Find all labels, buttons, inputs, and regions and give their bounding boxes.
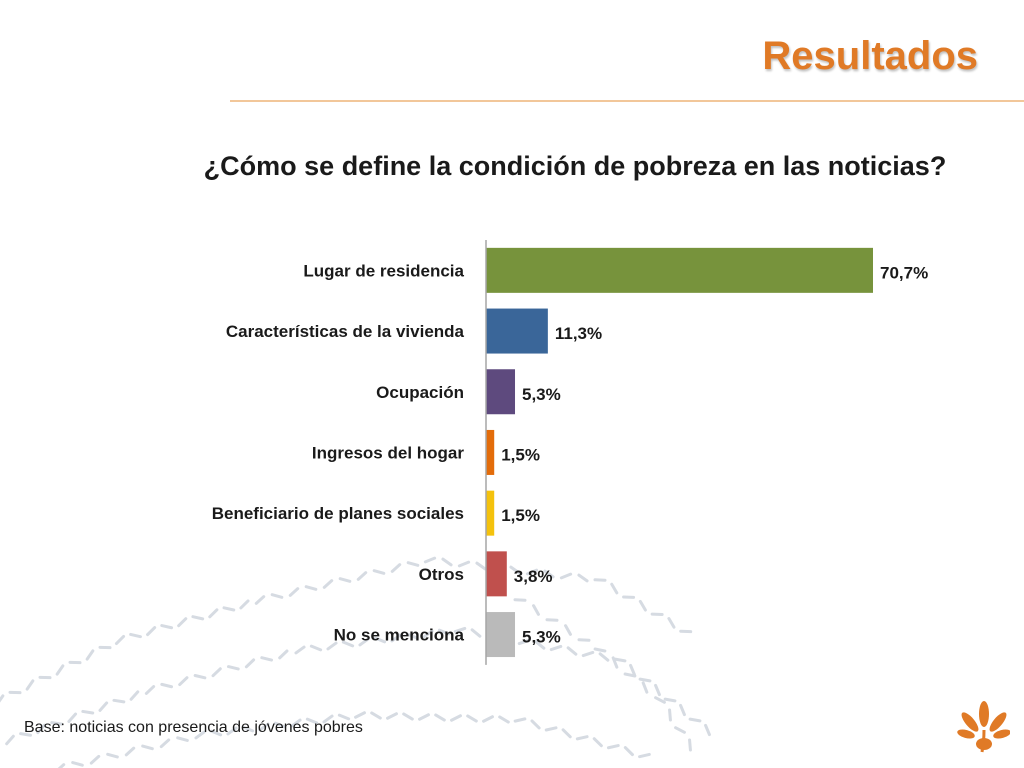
category-label: Características de la vivienda [226,322,465,341]
page-title: Resultados [762,34,978,78]
category-label: Otros [419,565,464,584]
value-label: 5,3% [522,628,561,647]
bar [486,429,495,475]
value-label: 3,8% [514,567,553,586]
category-label: No se menciona [334,626,465,645]
bar [486,308,548,354]
base-note: Base: noticias con presencia de jóvenes … [24,719,363,736]
bar [486,490,495,536]
value-label: 5,3% [522,385,561,404]
category-label: Beneficiario de planes sociales [212,504,464,523]
value-label: 11,3% [555,324,602,343]
category-label: Ocupación [376,383,464,402]
bar [486,612,516,658]
title-divider [230,100,1024,102]
value-label: 1,5% [501,506,540,525]
value-label: 70,7% [880,263,928,282]
bar [486,247,873,293]
value-label: 1,5% [501,445,540,464]
chart-title: ¿Cómo se define la condición de pobreza … [203,151,947,181]
bar [486,551,507,597]
category-label: Lugar de residencia [303,261,464,280]
flower-logo-icon [957,701,1010,753]
bar [486,369,516,415]
category-label: Ingresos del hogar [312,443,464,462]
